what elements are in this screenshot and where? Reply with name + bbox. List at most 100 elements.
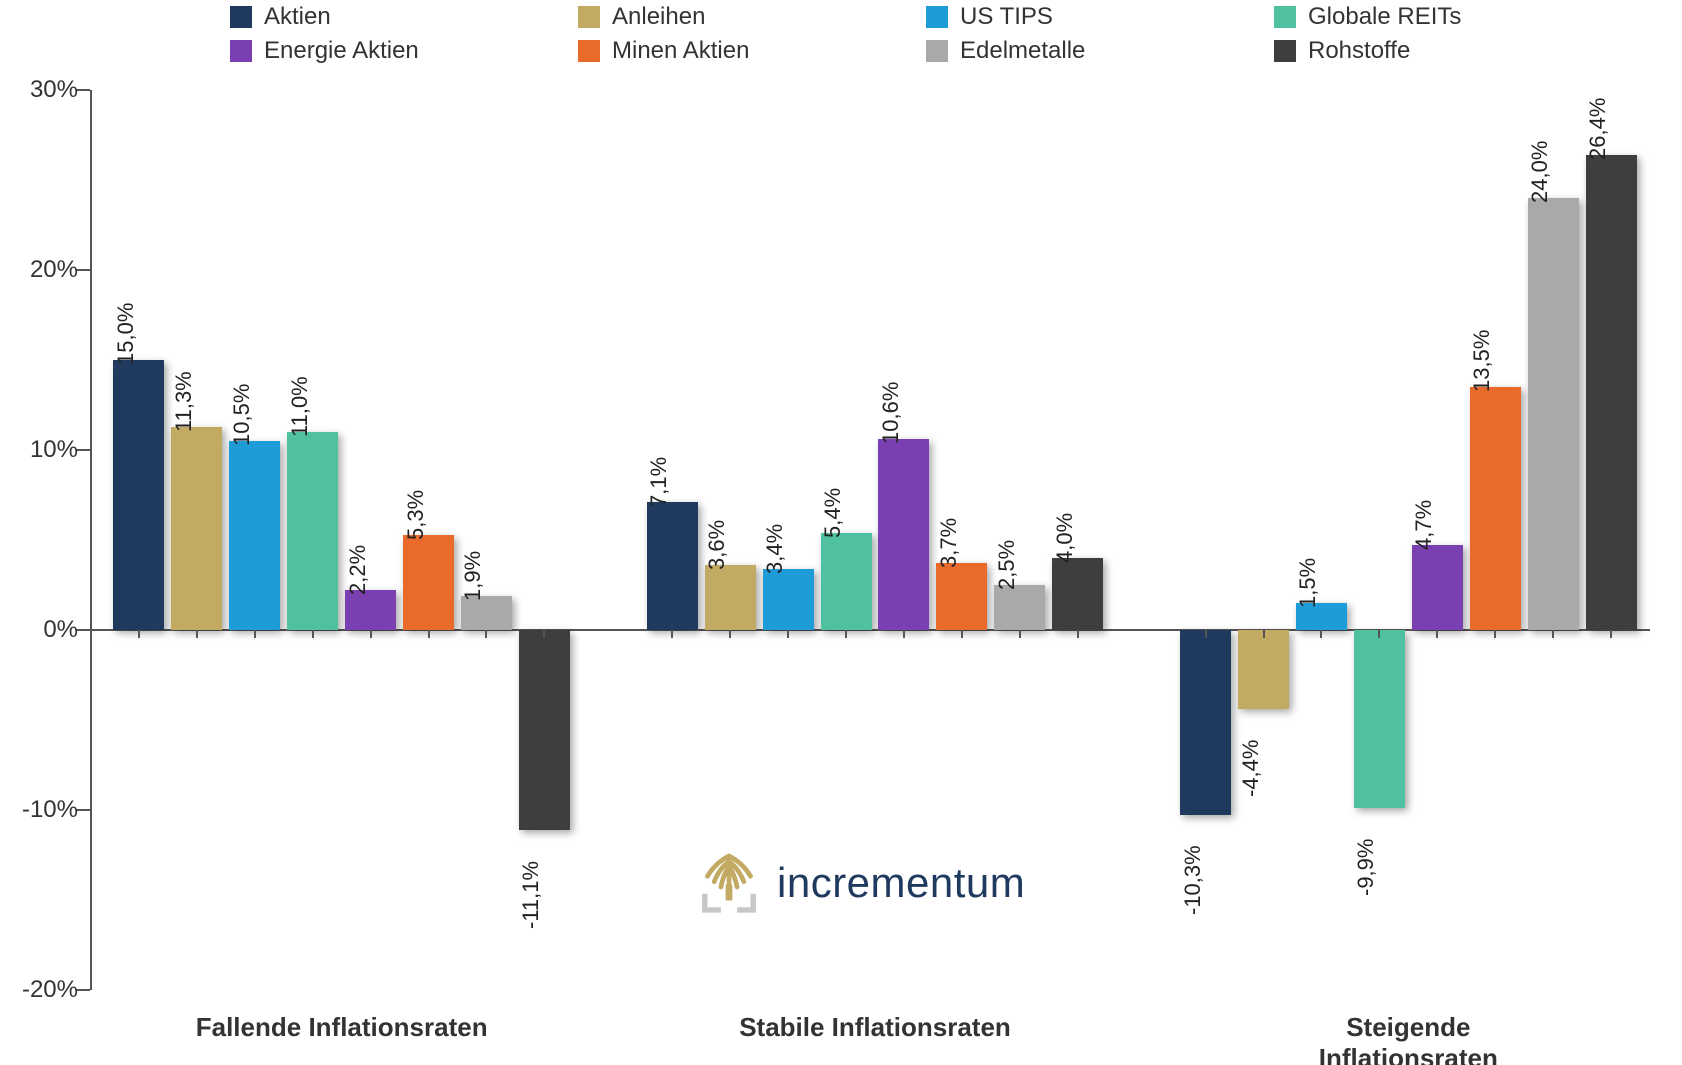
x-tick: [671, 630, 673, 638]
bar-value-label: 15,0%: [113, 303, 139, 365]
bar: [705, 565, 756, 630]
bar: [1180, 630, 1231, 815]
x-tick: [312, 630, 314, 638]
legend-swatch-icon: [230, 40, 252, 62]
x-tick: [370, 630, 372, 638]
group-label: Steigende Inflationsraten: [1287, 1012, 1529, 1065]
bar: [1470, 387, 1521, 630]
plot-area: -20%-10%0%10%20%30%15,0%11,3%10,5%11,0%2…: [90, 90, 1650, 990]
bar: [1412, 545, 1463, 630]
bar-value-label: 3,4%: [762, 524, 788, 574]
bar-value-label: 3,6%: [704, 520, 730, 570]
bar: [519, 630, 570, 830]
bar-value-label: -4,4%: [1238, 739, 1264, 796]
x-tick: [1552, 630, 1554, 638]
bar: [878, 439, 929, 630]
bar-value-label: 1,9%: [460, 551, 486, 601]
legend-label: Minen Aktien: [612, 37, 749, 65]
x-tick: [1610, 630, 1612, 638]
legend-item: US TIPS: [926, 3, 1274, 31]
watermark-text: incrementum: [777, 859, 1025, 907]
y-tick-label: 30%: [0, 76, 78, 104]
legend-item: Minen Aktien: [578, 37, 926, 65]
x-tick: [196, 630, 198, 638]
bar-value-label: 26,4%: [1585, 97, 1611, 159]
y-tick: [76, 269, 90, 271]
x-tick: [1019, 630, 1021, 638]
y-axis: [90, 90, 92, 990]
legend-swatch-icon: [926, 6, 948, 28]
legend-item: Edelmetalle: [926, 37, 1274, 65]
x-tick: [485, 630, 487, 638]
x-tick: [1436, 630, 1438, 638]
x-tick: [1378, 630, 1380, 638]
y-tick: [76, 629, 90, 631]
bar: [1052, 558, 1103, 630]
y-tick-label: 0%: [0, 616, 78, 644]
group-label: Fallende Inflationsraten: [196, 1012, 488, 1043]
x-tick: [1077, 630, 1079, 638]
bar: [1354, 630, 1405, 808]
bar-value-label: 4,7%: [1411, 500, 1437, 550]
legend-swatch-icon: [1274, 6, 1296, 28]
bar-value-label: -11,1%: [518, 861, 544, 929]
bar: [821, 533, 872, 630]
legend-item: Anleihen: [578, 3, 926, 31]
bar: [1238, 630, 1289, 709]
bar-value-label: 24,0%: [1527, 141, 1553, 203]
y-tick-label: -20%: [0, 976, 78, 1004]
legend: Aktien Anleihen US TIPS Globale REITs Energi…: [230, 0, 1622, 72]
bar: [113, 360, 164, 630]
bar: [994, 585, 1045, 630]
watermark: incrementum: [695, 852, 1025, 914]
legend-swatch-icon: [230, 6, 252, 28]
legend-label: Energie Aktien: [264, 37, 419, 65]
legend-label: Anleihen: [612, 3, 705, 31]
x-tick: [961, 630, 963, 638]
x-tick: [1320, 630, 1322, 638]
bar-value-label: 5,4%: [820, 488, 846, 538]
x-tick: [729, 630, 731, 638]
x-tick: [138, 630, 140, 638]
group-label: Stabile Inflationsraten: [739, 1012, 1011, 1043]
watermark-tree-icon: [695, 852, 763, 914]
legend-item: Globale REITs: [1274, 3, 1622, 31]
bar-value-label: 2,2%: [345, 545, 371, 595]
bar-value-label: 7,1%: [646, 457, 672, 507]
chart-root: Aktien Anleihen US TIPS Globale REITs Energi…: [0, 0, 1682, 1065]
bar-value-label: 5,3%: [403, 489, 429, 539]
x-tick: [1263, 630, 1265, 638]
legend-label: US TIPS: [960, 3, 1053, 31]
x-tick: [1205, 630, 1207, 638]
bar: [1586, 155, 1637, 630]
bar-value-label: -9,9%: [1353, 838, 1379, 895]
bar-value-label: 2,5%: [994, 540, 1020, 590]
bar: [171, 427, 222, 630]
y-tick-label: 10%: [0, 436, 78, 464]
bar: [403, 535, 454, 630]
legend-item: Energie Aktien: [230, 37, 578, 65]
legend-label: Aktien: [264, 3, 331, 31]
y-tick: [76, 89, 90, 91]
legend-item: Rohstoffe: [1274, 37, 1622, 65]
x-tick: [903, 630, 905, 638]
bar: [287, 432, 338, 630]
bar-value-label: 10,6%: [878, 382, 904, 444]
x-tick: [543, 630, 545, 638]
y-tick: [76, 989, 90, 991]
legend-label: Edelmetalle: [960, 37, 1085, 65]
x-tick: [254, 630, 256, 638]
bar: [1528, 198, 1579, 630]
x-tick: [787, 630, 789, 638]
bar-value-label: 13,5%: [1469, 330, 1495, 392]
bar-value-label: 11,0%: [287, 376, 313, 437]
legend-swatch-icon: [578, 6, 600, 28]
bar-value-label: 3,7%: [936, 518, 962, 568]
legend-label: Globale REITs: [1308, 3, 1461, 31]
bar: [647, 502, 698, 630]
bar-value-label: 4,0%: [1052, 513, 1078, 563]
bar-value-label: 11,3%: [171, 371, 197, 432]
legend-item: Aktien: [230, 3, 578, 31]
y-tick-label: 20%: [0, 256, 78, 284]
bar-value-label: 10,5%: [229, 384, 255, 446]
